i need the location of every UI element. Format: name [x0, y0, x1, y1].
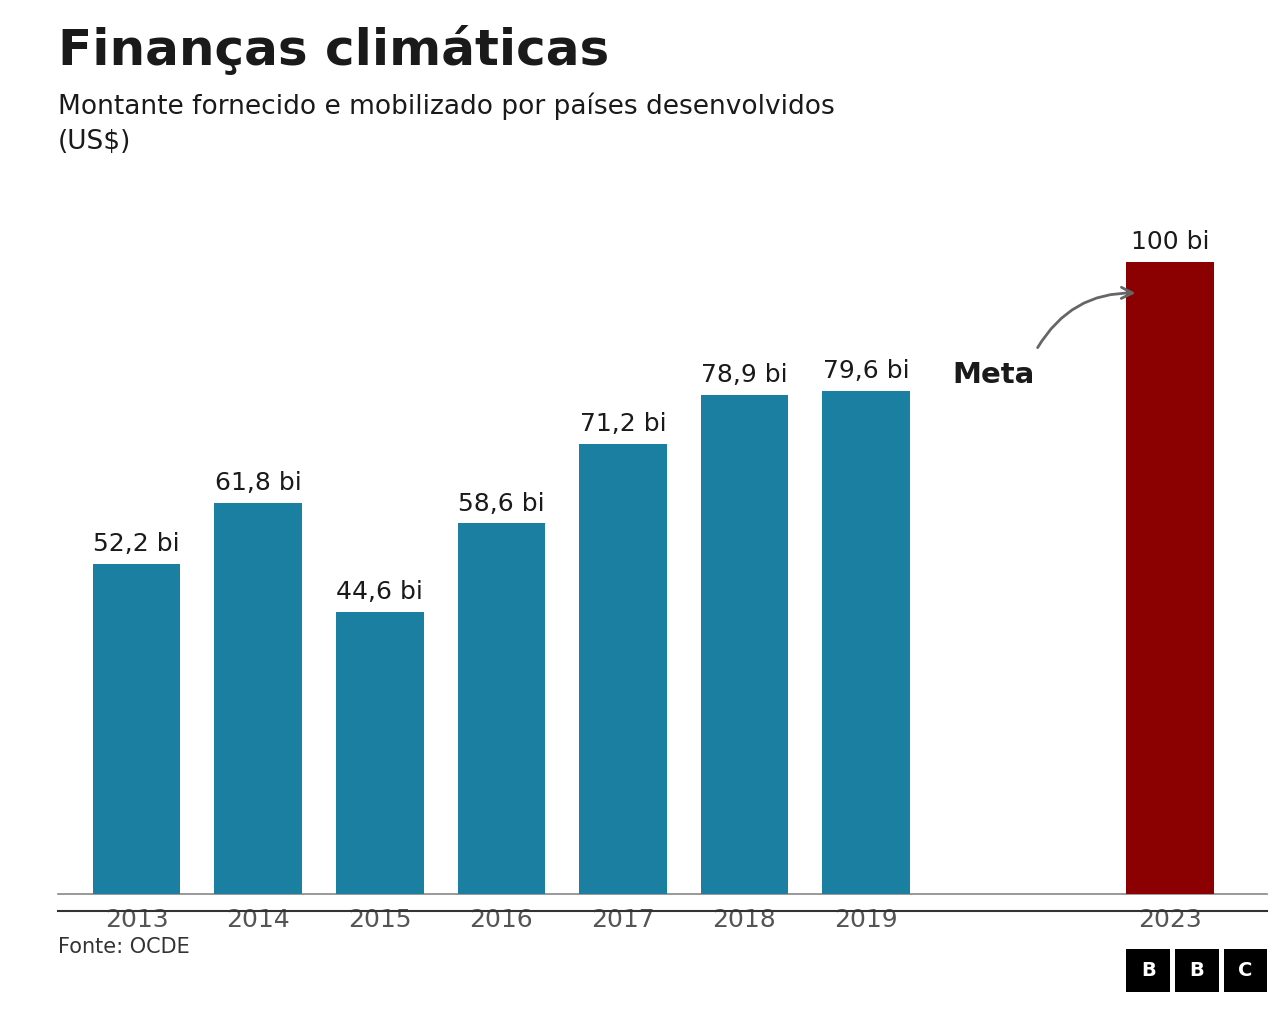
Bar: [93, 564, 180, 894]
Text: 61,8 bi: 61,8 bi: [215, 472, 302, 496]
Bar: [1126, 262, 1213, 894]
Text: Finanças climáticas: Finanças climáticas: [58, 25, 609, 76]
Text: B: B: [1140, 962, 1156, 980]
Text: Fonte: OCDE: Fonte: OCDE: [58, 937, 189, 957]
Text: B: B: [1189, 962, 1204, 980]
Bar: [700, 395, 788, 894]
Text: 78,9 bi: 78,9 bi: [701, 364, 787, 388]
Bar: [335, 612, 424, 894]
Text: 44,6 bi: 44,6 bi: [337, 580, 424, 604]
Text: (US$): (US$): [58, 129, 131, 156]
Text: 79,6 bi: 79,6 bi: [823, 359, 909, 383]
Text: Meta: Meta: [952, 362, 1034, 389]
Bar: [215, 503, 302, 894]
Text: 52,2 bi: 52,2 bi: [93, 532, 180, 557]
Bar: [457, 523, 545, 894]
Bar: [579, 443, 667, 894]
Text: 58,6 bi: 58,6 bi: [458, 492, 544, 516]
Text: C: C: [1238, 962, 1253, 980]
Text: 100 bi: 100 bi: [1130, 230, 1210, 254]
Bar: [822, 391, 910, 894]
Text: Montante fornecido e mobilizado por países desenvolvidos: Montante fornecido e mobilizado por país…: [58, 93, 835, 120]
Text: 71,2 bi: 71,2 bi: [580, 412, 666, 436]
